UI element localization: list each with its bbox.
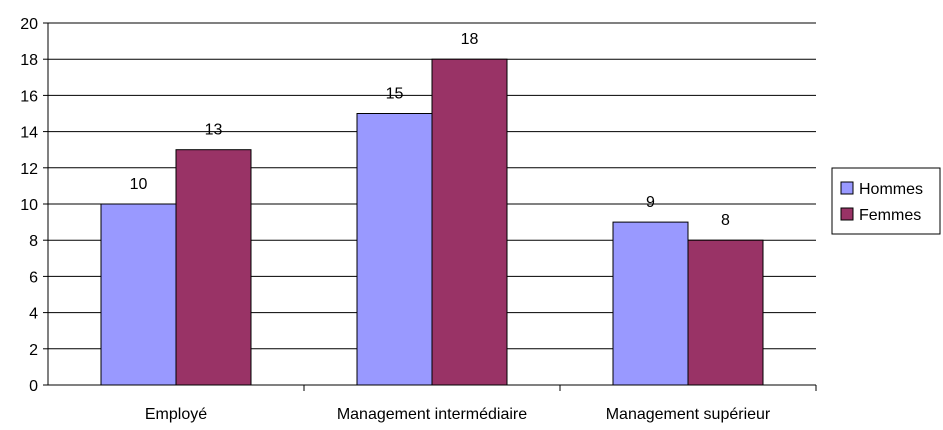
y-tick-label: 14 xyxy=(20,125,38,142)
legend-label: Hommes xyxy=(859,181,923,198)
data-label: 15 xyxy=(386,86,404,103)
data-label: 8 xyxy=(721,212,730,229)
bar-hommes xyxy=(100,203,177,386)
y-tick-label: 0 xyxy=(29,378,38,395)
bar-hommes xyxy=(612,221,689,386)
legend-label: Femmes xyxy=(859,207,921,224)
x-tick-label: Management intermédiaire xyxy=(337,406,527,423)
y-tick-label: 20 xyxy=(20,16,38,33)
y-tick-label: 2 xyxy=(29,342,38,359)
data-label: 18 xyxy=(461,31,479,48)
bar-hommes xyxy=(356,113,433,386)
data-label: 9 xyxy=(646,194,655,211)
legend-swatch xyxy=(840,207,854,221)
x-tick-label: Employé xyxy=(145,406,207,423)
bar-femmes xyxy=(175,149,252,386)
y-tick-label: 18 xyxy=(20,52,38,69)
y-tick-label: 16 xyxy=(20,88,38,105)
data-labels: 10 13 15 18 9 8 xyxy=(130,31,730,229)
bar-femmes xyxy=(687,239,764,386)
y-tick-label: 4 xyxy=(29,306,38,323)
y-tick-label: 6 xyxy=(29,269,38,286)
legend-box xyxy=(831,167,941,235)
data-label: 13 xyxy=(205,122,223,139)
y-tick-label: 12 xyxy=(20,161,38,178)
x-tick-label: Management supérieur xyxy=(606,406,771,423)
bar-femmes xyxy=(431,58,508,386)
data-label: 10 xyxy=(130,176,148,193)
y-tick-label: 10 xyxy=(20,197,38,214)
legend-swatch xyxy=(840,181,854,195)
bars xyxy=(100,58,764,386)
y-tick-label: 8 xyxy=(29,233,38,250)
legend: Hommes Femmes xyxy=(831,167,941,235)
axes: 0 2 4 6 8 10 12 14 16 18 20 Employé Management inter… xyxy=(20,16,817,423)
